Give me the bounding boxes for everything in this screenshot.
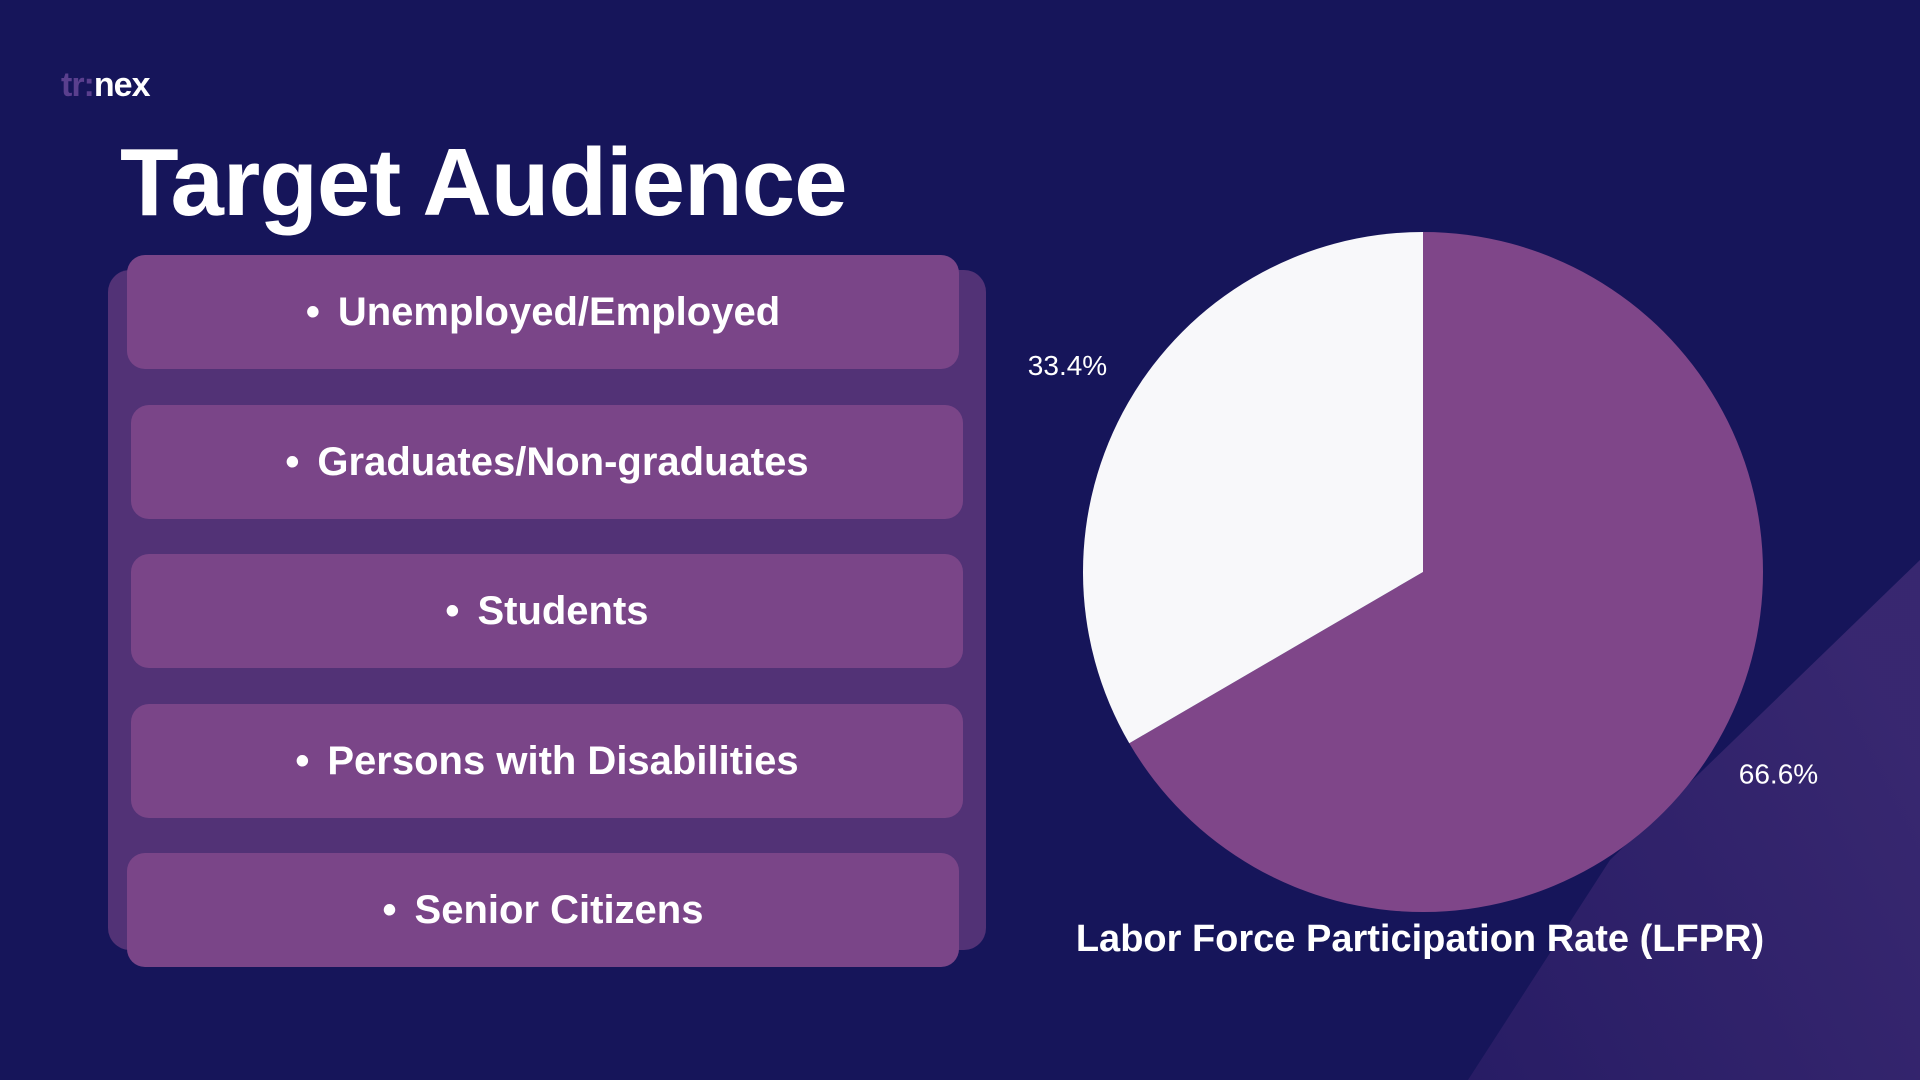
audience-item-label: Persons with Disabilities [327,738,799,783]
pie-slice-label-0: 66.6% [1739,759,1818,790]
audience-item-graduates: • Graduates/Non-graduates [131,405,963,519]
audience-item-senior-citizens: • Senior Citizens [127,853,959,967]
logo-prefix: tr: [61,66,95,104]
pie-slice-label-1: 33.4% [1028,350,1107,381]
bullet-icon: • [285,439,300,484]
logo-suffix: nex [93,66,151,104]
bullet-icon: • [382,887,397,932]
page-title: Target Audience [120,129,847,236]
bullet-icon: • [295,738,310,783]
pie-slice-1 [1083,232,1423,744]
audience-item-unemployed-employed: • Unemployed/Employed [127,255,959,369]
audience-item-label: Senior Citizens [414,887,704,932]
chart-title: Labor Force Participation Rate (LFPR) [1075,918,1765,960]
audience-item-label: Students [477,588,649,633]
audience-item-label: Unemployed/Employed [337,289,781,334]
bullet-icon: • [305,289,320,334]
audience-item-persons-with-disabilities: • Persons with Disabilities [131,704,963,818]
pie-slice-0 [1129,232,1764,912]
brand-logo: tr:nex [61,66,151,105]
bullet-icon: • [445,588,460,633]
audience-item-label: Graduates/Non-graduates [317,439,809,484]
audience-item-students: • Students [131,554,963,668]
